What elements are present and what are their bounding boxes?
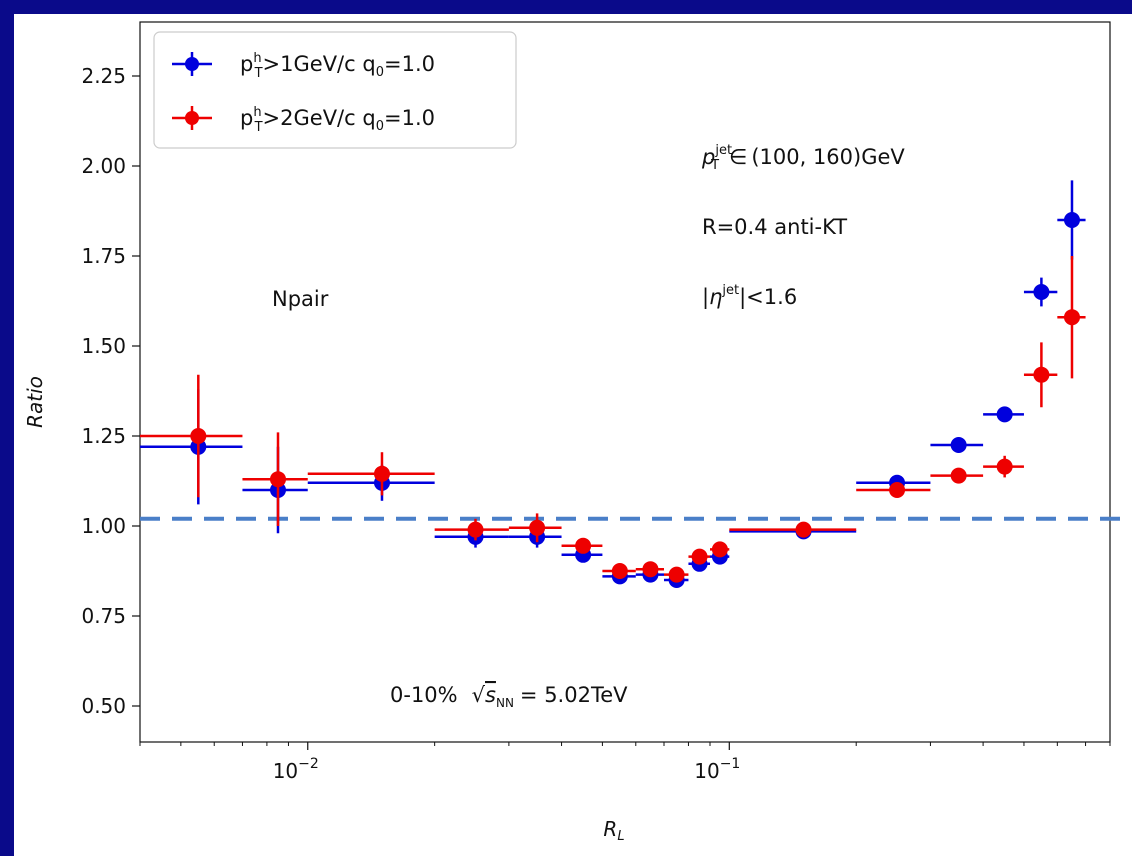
y-axis-label: Ratio [23,376,47,428]
y-axis: 0.50 0.75 1.00 1.25 1.50 1.75 2.00 2.25 [81,64,140,718]
plot-frame: 0.50 0.75 1.00 1.25 1.50 1.75 2.00 2.25 10−2 10−… [14,14,1132,856]
y-tick-label: 1.25 [81,424,126,448]
y-tick-label: 2.00 [81,154,126,178]
annotation-centrality: 0-10% [390,683,458,707]
data-point [1063,212,1080,228]
data-marks-layer [140,180,1086,588]
data-point [611,563,628,579]
y-tick-label: 1.00 [81,514,126,538]
data-point [795,521,812,538]
annotation-ptjet-range: (100, 160)GeV [751,145,905,169]
x-axis: 10−2 10−1 [139,742,1111,783]
data-point [1033,366,1050,383]
y-tick-label: 0.75 [81,604,126,628]
annotation-eta: |ηjet|<1.6 [702,283,797,310]
data-point [575,537,592,554]
legend-marker [185,57,199,71]
data-point [889,482,906,498]
annotation-energy: = 5.02TeV [520,683,628,707]
data-point [642,561,659,578]
data-point [711,541,728,558]
legend-marker [185,111,199,125]
data-point [668,566,685,583]
annotation-npair: Npair [272,287,329,311]
legend: ph T>1GeV/c q0=1.0 ph T>2GeV/c q0=1.0 [153,31,517,149]
data-point [373,465,390,482]
y-tick-label: 1.75 [81,244,126,268]
annotation-eta-cut: |<1.6 [739,285,797,310]
y-tick-label: 0.50 [81,694,126,718]
annotation-collision: 0-10% √sNN = 5.02TeV [390,683,628,710]
data-point [950,467,967,484]
ratio-chart: 0.500.751.001.251.501.752.002.25 10−2 10−… [23,21,1132,844]
x-tick-label: 10−2 [273,756,319,783]
annotation-radius: R=0.4 anti-KT [702,215,847,239]
data-point [1033,284,1050,300]
data-point [996,406,1013,423]
data-point [269,471,286,488]
data-point [691,548,708,565]
data-point [950,437,967,453]
data-point [190,428,207,444]
x-tick-label: 10−1 [694,756,740,783]
data-point [1063,309,1080,326]
data-point [529,519,546,536]
annotation-ptjet: pjet T ∈ (100, 160)GeV [701,143,905,173]
y-tick-label: 2.25 [81,64,126,88]
data-point [467,521,484,538]
legend-box [153,31,517,149]
x-axis-label: RL [603,817,624,844]
series-2 [140,256,1086,583]
y-tick-label: 1.50 [81,334,126,358]
data-point [996,458,1013,475]
